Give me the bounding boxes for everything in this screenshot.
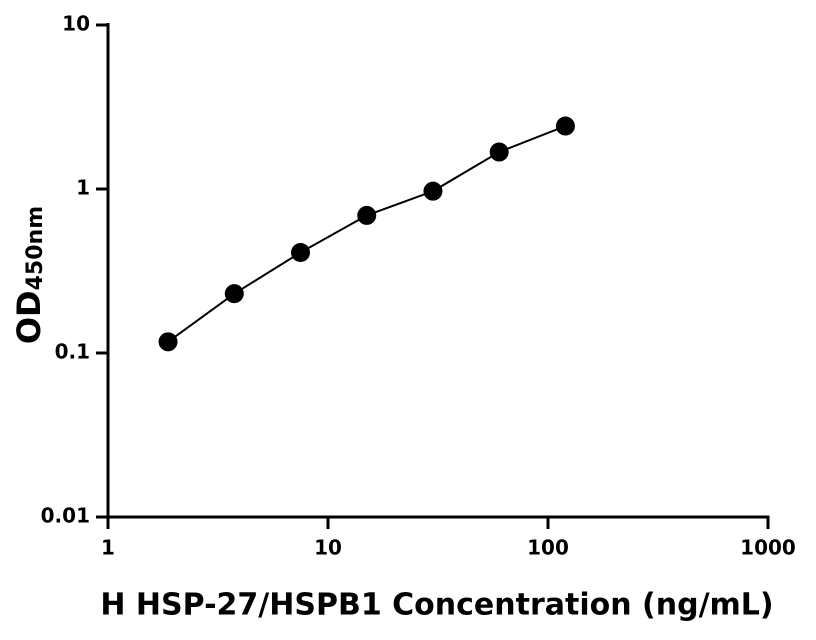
y-axis-label: OD450nm [10, 206, 48, 344]
data-point [158, 332, 178, 352]
y-axis-label-subscript: 450nm [23, 206, 48, 291]
data-point [291, 243, 311, 263]
data-point [224, 284, 244, 304]
y-tick-label: 10 [62, 12, 90, 36]
data-point [357, 205, 377, 225]
x-tick-label: 1 [101, 536, 115, 560]
y-axis-label-main: OD [10, 290, 48, 344]
y-tick-label: 1 [76, 176, 90, 200]
x-axis-label: H HSP-27/HSPB1 Concentration (ng/mL) [100, 588, 773, 623]
x-tick-label: 100 [527, 536, 569, 560]
data-point [489, 142, 509, 162]
x-tick-label: 1000 [740, 536, 796, 560]
y-tick-label: 0.01 [41, 504, 90, 528]
data-point [423, 181, 443, 201]
data-point [555, 116, 575, 136]
x-tick-label: 10 [314, 536, 342, 560]
y-tick-label: 0.1 [55, 340, 90, 364]
